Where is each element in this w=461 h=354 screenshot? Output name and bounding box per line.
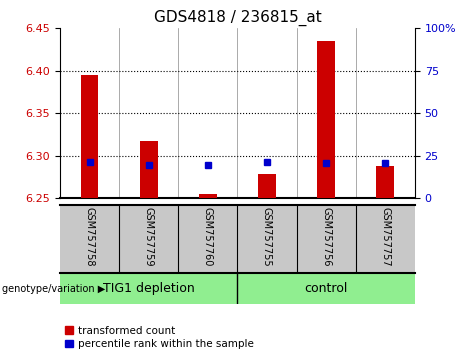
Title: GDS4818 / 236815_at: GDS4818 / 236815_at: [154, 9, 321, 25]
Legend: transformed count, percentile rank within the sample: transformed count, percentile rank withi…: [65, 326, 254, 349]
Text: GSM757759: GSM757759: [144, 207, 154, 267]
Bar: [81, 75, 98, 198]
Bar: [199, 194, 217, 198]
Text: GSM757758: GSM757758: [84, 207, 95, 267]
Text: GSM757756: GSM757756: [321, 207, 331, 267]
Text: GSM757757: GSM757757: [380, 207, 390, 267]
Bar: [377, 166, 394, 198]
Bar: [258, 175, 276, 198]
Text: TIG1 depletion: TIG1 depletion: [103, 282, 195, 295]
Text: GSM757760: GSM757760: [203, 207, 213, 267]
Text: genotype/variation ▶: genotype/variation ▶: [2, 284, 106, 293]
Bar: [140, 141, 158, 198]
Text: control: control: [304, 282, 348, 295]
Bar: [317, 41, 335, 198]
Text: GSM757755: GSM757755: [262, 207, 272, 267]
